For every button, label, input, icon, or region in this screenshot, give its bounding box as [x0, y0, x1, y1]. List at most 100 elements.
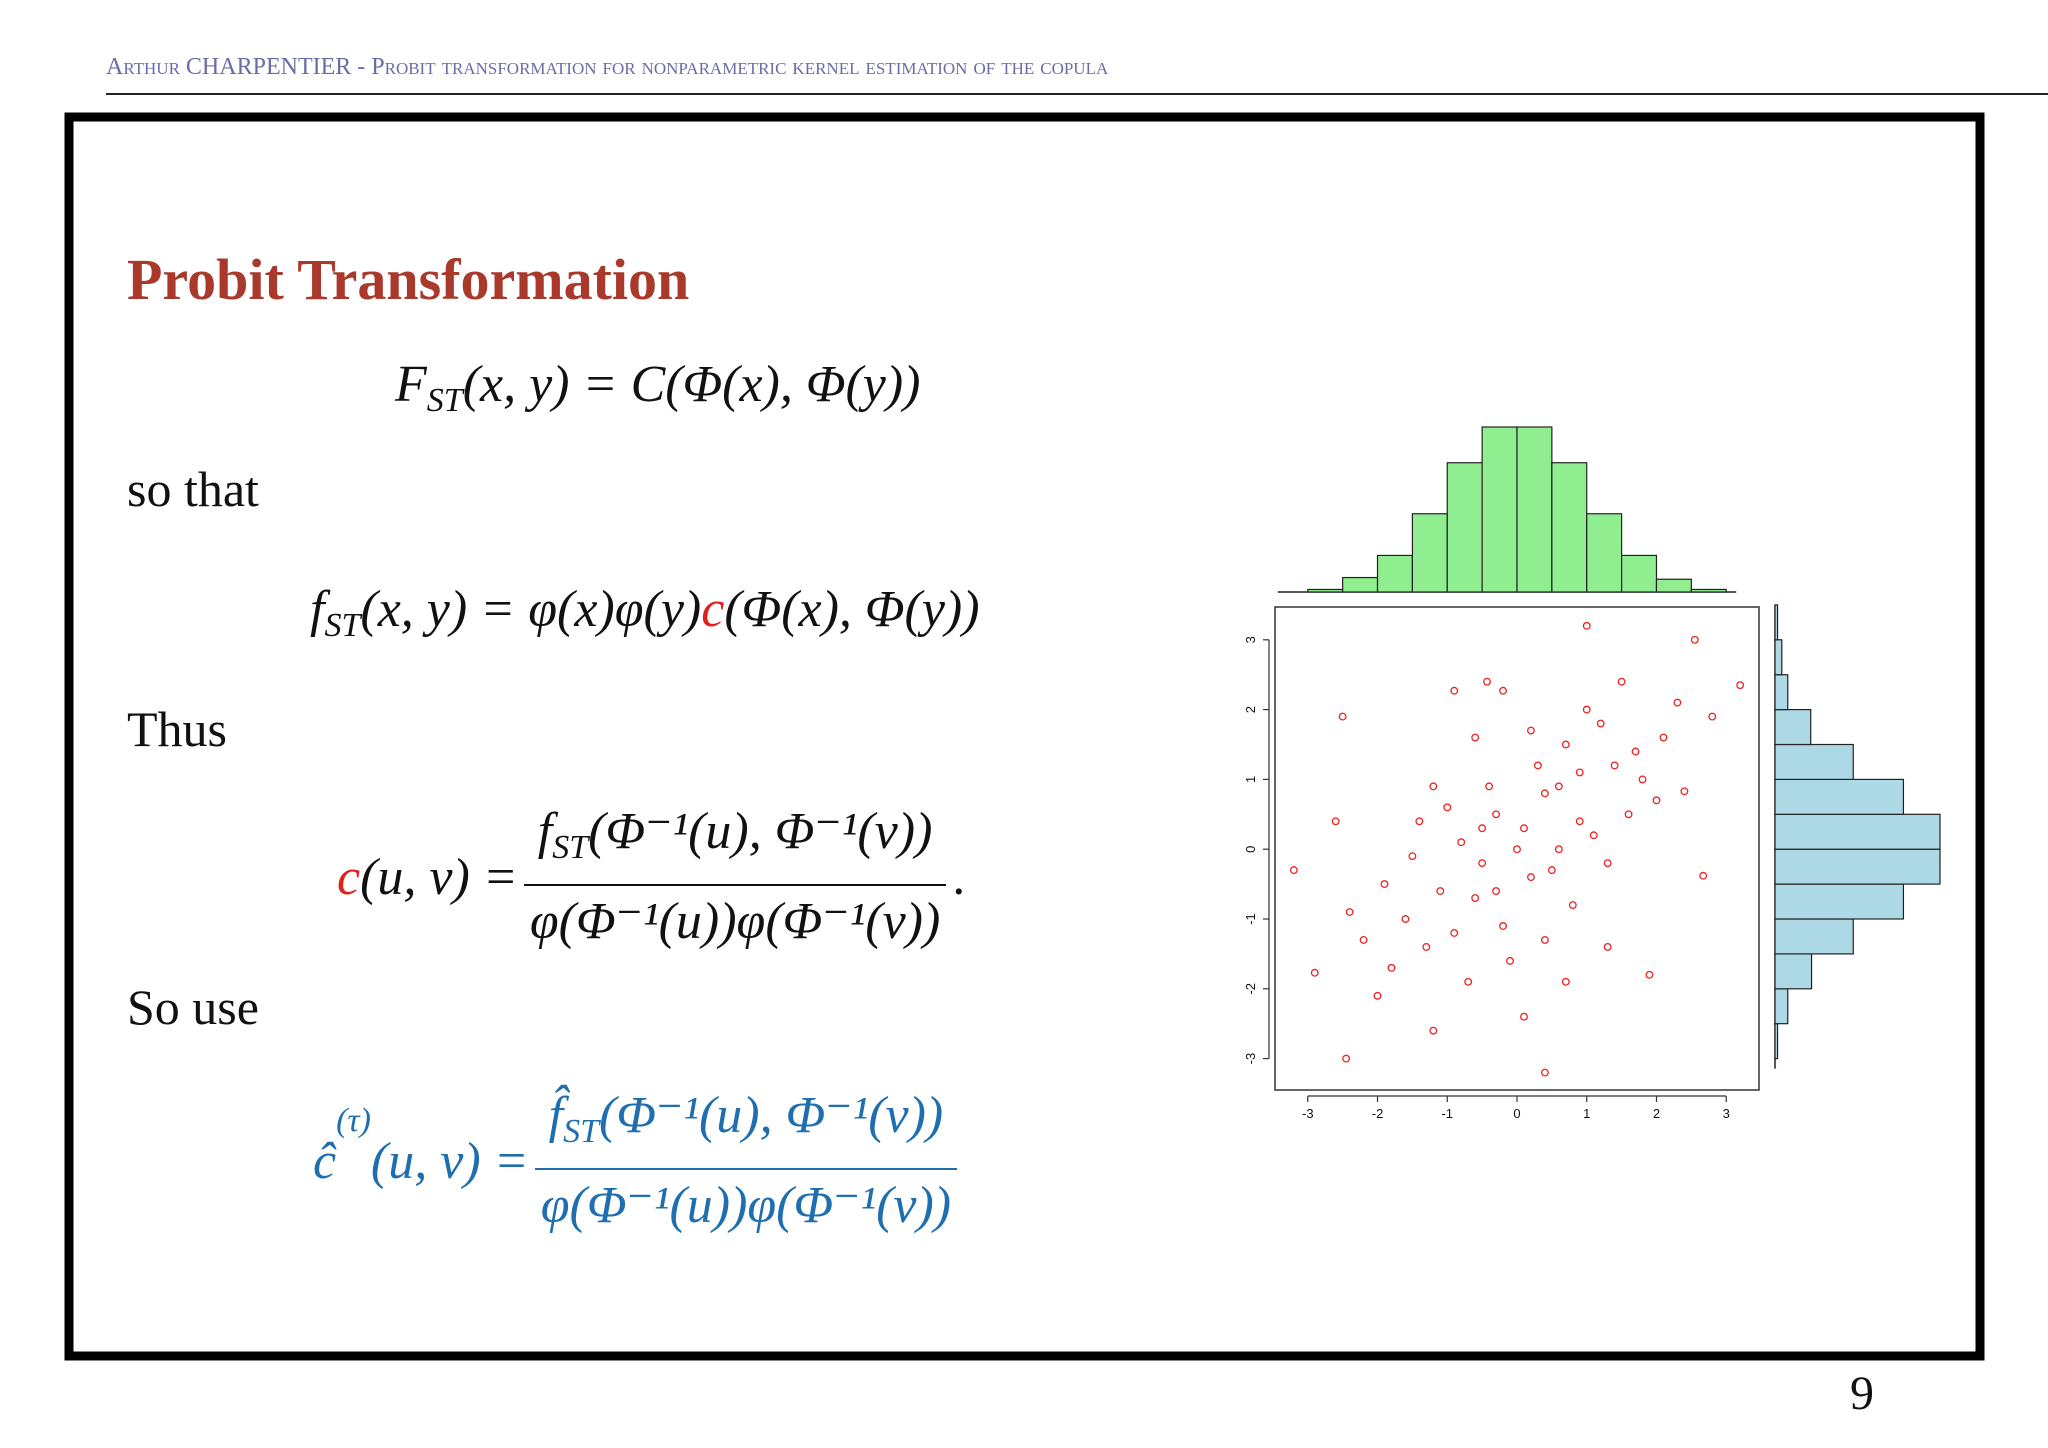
point: [1582, 621, 1591, 630]
denominator: φ(Φ⁻¹(u))φ(Φ⁻¹(v)): [534, 1168, 958, 1242]
histogram-bar: [1481, 426, 1518, 593]
histogram-bar: [1774, 778, 1905, 815]
x-tick-label: 3: [1723, 1106, 1730, 1121]
point: [1345, 908, 1354, 916]
numerator: f̂ST(Φ⁻¹(u), Φ⁻¹(v)): [543, 1080, 950, 1168]
histogram-bar: [1774, 674, 1789, 711]
point: [1380, 880, 1389, 889]
point: [1610, 761, 1619, 770]
point: [1575, 768, 1584, 777]
x-tick-label: 2: [1653, 1106, 1660, 1121]
formula: ĉ (τ) (u, v) = f̂ST(Φ⁻¹(u), Φ⁻¹(v)) φ(Φ⁻¹(u…: [313, 1080, 963, 1242]
point: [1575, 817, 1584, 826]
math: c: [701, 581, 725, 638]
histogram-bar: [1774, 743, 1854, 781]
point: [1690, 635, 1699, 644]
point: [1331, 817, 1340, 826]
point: [1568, 901, 1577, 909]
point: [1506, 956, 1514, 965]
point: [1450, 929, 1459, 937]
histogram-bar: [1774, 709, 1812, 746]
point: [1520, 824, 1528, 833]
point: [1429, 782, 1438, 791]
denominator: φ(Φ⁻¹(u))φ(Φ⁻¹(v)): [523, 884, 947, 958]
point: [1471, 733, 1480, 742]
math: f̂: [548, 1087, 564, 1144]
point: [1310, 968, 1319, 977]
point: [1603, 942, 1612, 951]
point: [1499, 686, 1508, 695]
fraction: fST(Φ⁻¹(u), Φ⁻¹(v)) φ(Φ⁻¹(u))φ(Φ⁻¹(v)): [523, 796, 947, 958]
math: f: [537, 803, 553, 860]
point: [1408, 852, 1417, 861]
slide-title: Probit Transformation: [127, 247, 690, 312]
point: [1582, 705, 1591, 714]
y-tick-label: 2: [1243, 706, 1258, 713]
x-tick-label: 1: [1583, 1106, 1590, 1121]
point: [1483, 677, 1491, 686]
histogram-bar: [1774, 848, 1941, 885]
histogram-bar: [1411, 513, 1448, 593]
y-tick-label: -1: [1243, 913, 1258, 925]
math: c: [337, 848, 361, 906]
math: (x, y) = φ(x)φ(y): [360, 581, 702, 638]
slide-frame: [64, 112, 1985, 1361]
y-tick-label: 0: [1243, 846, 1258, 853]
paragraph: so that: [127, 461, 259, 517]
point: [1645, 970, 1654, 979]
math: (u, v) =: [360, 848, 518, 906]
plot-box: [1274, 606, 1760, 1091]
histogram-bar: [1774, 883, 1905, 920]
point: [1526, 873, 1535, 882]
math: (Φ(x), Φ(y)): [724, 581, 980, 638]
point: [1485, 782, 1494, 791]
point: [1443, 803, 1452, 812]
point: [1736, 681, 1745, 690]
point: [1540, 935, 1549, 944]
histogram-bar: [1774, 953, 1813, 990]
histogram-bar: [1774, 639, 1783, 676]
math: f: [310, 581, 325, 638]
histogram-bar: [1774, 918, 1854, 955]
point: [1429, 1026, 1438, 1035]
point: [1526, 726, 1535, 735]
formula: fST(x, y) = φ(x)φ(y)c(Φ(x), Φ(y)): [310, 580, 980, 645]
math: ĉ: [313, 1132, 337, 1190]
histogram-bar: [1551, 462, 1588, 593]
chart: -3 -2 -1 0 1 2 3 -3 -2 -1 0 1 2 3: [1243, 426, 1941, 1121]
point: [1673, 698, 1682, 707]
math: F: [395, 356, 427, 413]
histogram-bar: [1516, 426, 1553, 593]
point: [1513, 845, 1521, 854]
y-tick-label: 1: [1243, 776, 1258, 783]
point: [1547, 866, 1556, 875]
point: [1554, 782, 1563, 791]
point: [1342, 1054, 1351, 1063]
histogram-bar: [1307, 588, 1344, 593]
math: ST: [552, 829, 589, 866]
math: (u, v) =: [370, 1132, 529, 1190]
math: ST: [324, 607, 361, 644]
histogram-bar: [1774, 1023, 1779, 1060]
point: [1561, 977, 1570, 986]
point: [1554, 845, 1563, 854]
y-tick-label: -2: [1243, 983, 1258, 995]
point: [1457, 838, 1466, 847]
point: [1596, 719, 1605, 728]
point: [1540, 789, 1549, 798]
paragraph: So use: [127, 979, 259, 1035]
point: [1387, 963, 1396, 972]
numerator: fST(Φ⁻¹(u), Φ⁻¹(v)): [532, 796, 939, 884]
histogram-bar: [1342, 576, 1379, 593]
histogram-bar: [1586, 513, 1623, 593]
point: [1436, 887, 1445, 896]
math: ST: [563, 1113, 599, 1150]
point: [1533, 761, 1542, 770]
header: Arthur CHARPENTIER - Probit transformati…: [106, 54, 1109, 80]
y-tick-label: -3: [1243, 1053, 1258, 1065]
math: ST: [426, 382, 463, 419]
x-tick-label: -1: [1441, 1106, 1453, 1121]
point: [1603, 859, 1612, 868]
point: [1450, 686, 1459, 695]
